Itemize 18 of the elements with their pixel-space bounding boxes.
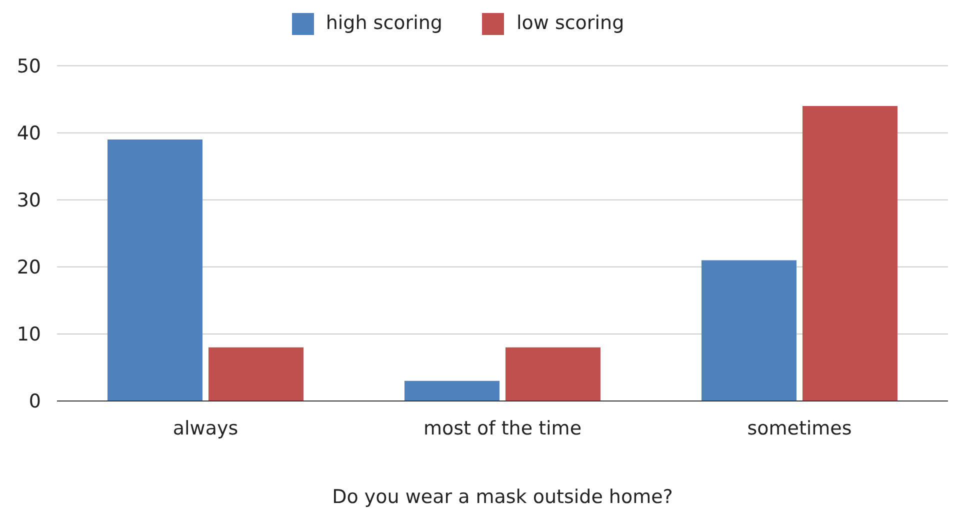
x-tick-label: most of the time <box>423 417 582 440</box>
y-tick-label: 0 <box>28 390 41 413</box>
x-axis-title: Do you wear a mask outside home? <box>332 486 673 508</box>
y-tick-label: 20 <box>16 256 41 279</box>
y-tick-label: 50 <box>16 56 41 78</box>
bar <box>404 380 500 401</box>
bar <box>107 140 202 401</box>
bar <box>505 347 600 401</box>
bar <box>208 347 304 401</box>
y-tick-label: 30 <box>16 190 41 212</box>
y-tick-label: 40 <box>16 122 41 145</box>
bar <box>701 260 796 401</box>
x-tick-label: sometimes <box>747 417 852 440</box>
legend-label: high scoring <box>326 12 442 34</box>
legend-label: low scoring <box>516 12 624 34</box>
x-tick-label: always <box>172 417 238 440</box>
bar <box>802 106 898 401</box>
y-tick-label: 10 <box>16 324 41 346</box>
